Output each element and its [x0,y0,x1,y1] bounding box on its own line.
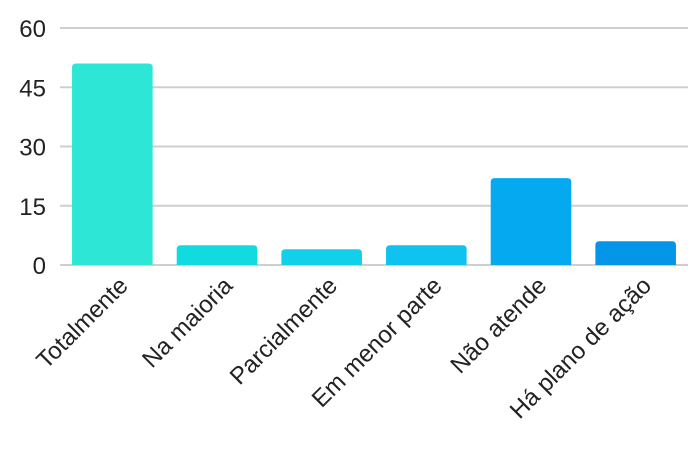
y-tick-label: 60 [19,16,46,43]
y-axis-tick-labels: 0 15 30 45 60 [19,16,46,280]
y-tick-label: 45 [19,75,46,102]
bar [281,249,362,265]
y-tick-label: 30 [19,135,46,162]
bar [595,241,676,265]
gridlines [60,27,688,266]
bar [72,63,153,265]
category-label: Parcialmente [225,272,343,390]
bars [72,63,676,265]
bar [490,178,572,265]
category-label: Na maioria [137,272,239,374]
bar [386,245,467,265]
category-label: Não atende [445,272,552,379]
bar [176,245,258,265]
y-tick-label: 15 [19,194,46,221]
category-label: Totalmente [31,272,133,374]
y-tick-label: 0 [33,253,46,280]
